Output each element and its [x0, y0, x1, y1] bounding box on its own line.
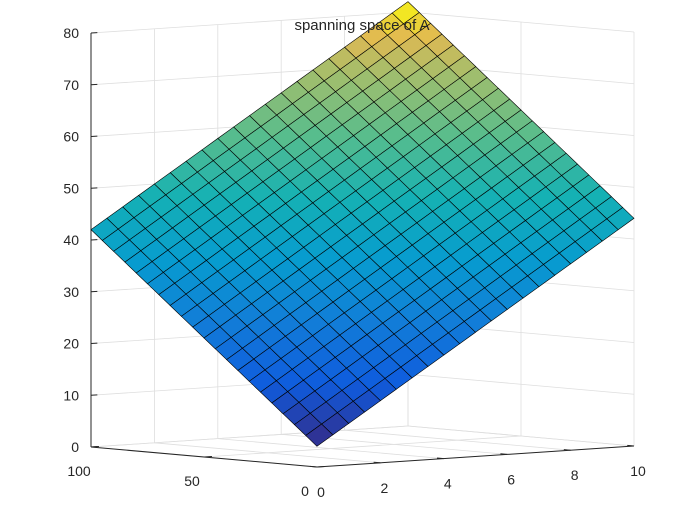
- y-tick-label: 0: [301, 483, 309, 499]
- y-tick-mark: [316, 465, 325, 468]
- grid-line-y-floor: [203, 435, 522, 458]
- x-tick-mark: [436, 457, 444, 460]
- x-tick-mark: [500, 453, 508, 455]
- z-tick-label: 20: [63, 336, 79, 352]
- y-tick-label: 100: [67, 463, 91, 479]
- z-tick-label: 70: [63, 77, 79, 93]
- x-tick-mark: [627, 444, 635, 447]
- z-tick-label: 40: [63, 232, 79, 248]
- x-tick-label: 6: [507, 471, 515, 487]
- x-tick-mark: [563, 449, 571, 451]
- x-tick-label: 10: [630, 463, 646, 479]
- surface-patch: [305, 423, 334, 447]
- z-tick-label: 60: [63, 129, 79, 145]
- x-tick-label: 4: [444, 476, 452, 492]
- y-tick-label: 50: [184, 473, 200, 489]
- x-axis-line: [316, 445, 635, 468]
- z-tick-label: 10: [63, 387, 79, 403]
- z-tick-label: 0: [71, 439, 79, 455]
- grid-line-z-back: [90, 11, 409, 34]
- z-tick-label: 30: [63, 284, 79, 300]
- x-tick-mark: [373, 461, 381, 464]
- surface-mesh: [90, 1, 635, 447]
- x-tick-label: 2: [381, 480, 389, 496]
- x-tick-mark: [310, 465, 318, 468]
- chart-title: spanning space of A: [294, 17, 429, 34]
- y-tick-mark: [203, 455, 212, 458]
- z-tick-label: 50: [63, 180, 79, 196]
- grid-line-y-floor: [90, 425, 409, 448]
- z-tick-label: 80: [63, 25, 79, 41]
- x-tick-label: 8: [571, 467, 579, 483]
- x-tick-label: 0: [317, 484, 325, 500]
